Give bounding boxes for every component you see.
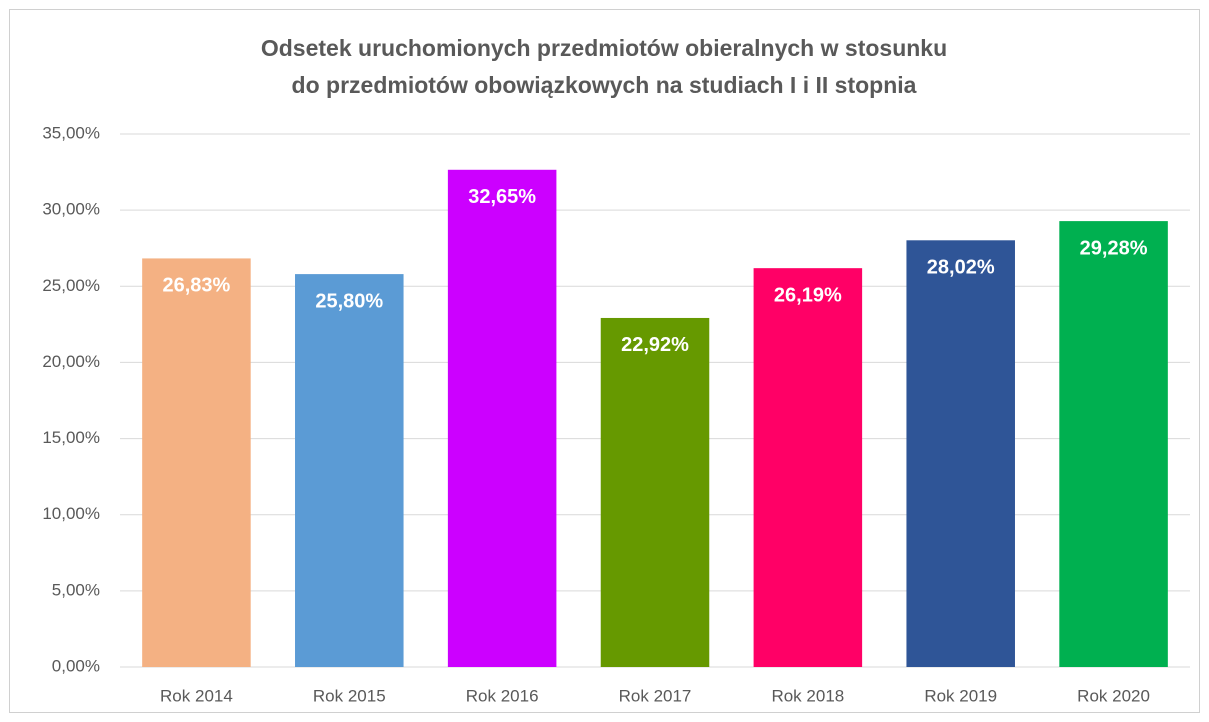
y-tick-label: 10,00% bbox=[42, 504, 100, 523]
y-tick-label: 20,00% bbox=[42, 352, 100, 371]
x-tick-label: Rok 2015 bbox=[313, 686, 386, 705]
x-tick-label: Rok 2014 bbox=[160, 686, 233, 705]
value-label: 26,83% bbox=[163, 275, 231, 297]
value-label: 29,28% bbox=[1080, 237, 1148, 259]
bar bbox=[142, 258, 251, 667]
value-label: 26,19% bbox=[774, 284, 842, 306]
bar bbox=[1059, 221, 1168, 667]
bar bbox=[295, 274, 404, 667]
value-label: 32,65% bbox=[468, 186, 536, 208]
x-tick-label: Rok 2018 bbox=[771, 686, 844, 705]
bar bbox=[600, 317, 710, 667]
bar bbox=[447, 169, 557, 667]
x-tick-label: Rok 2017 bbox=[619, 686, 692, 705]
y-tick-label: 0,00% bbox=[52, 656, 100, 675]
value-label: 28,02% bbox=[927, 257, 995, 279]
x-tick-label: Rok 2020 bbox=[1077, 686, 1150, 705]
bar bbox=[906, 240, 1015, 668]
y-tick-label: 30,00% bbox=[42, 200, 100, 219]
y-tick-label: 25,00% bbox=[42, 276, 100, 295]
y-tick-label: 5,00% bbox=[52, 580, 100, 599]
bar bbox=[753, 268, 863, 667]
value-label: 25,80% bbox=[315, 290, 383, 312]
chart-title: Odsetek uruchomionych przedmiotów obiera… bbox=[261, 35, 947, 61]
y-tick-label: 15,00% bbox=[42, 428, 100, 447]
chart-title: do przedmiotów obowiązkowych na studiach… bbox=[292, 72, 917, 98]
value-label: 22,92% bbox=[621, 334, 689, 356]
x-tick-label: Rok 2016 bbox=[466, 686, 539, 705]
y-tick-label: 35,00% bbox=[42, 123, 100, 142]
x-tick-label: Rok 2019 bbox=[924, 686, 997, 705]
